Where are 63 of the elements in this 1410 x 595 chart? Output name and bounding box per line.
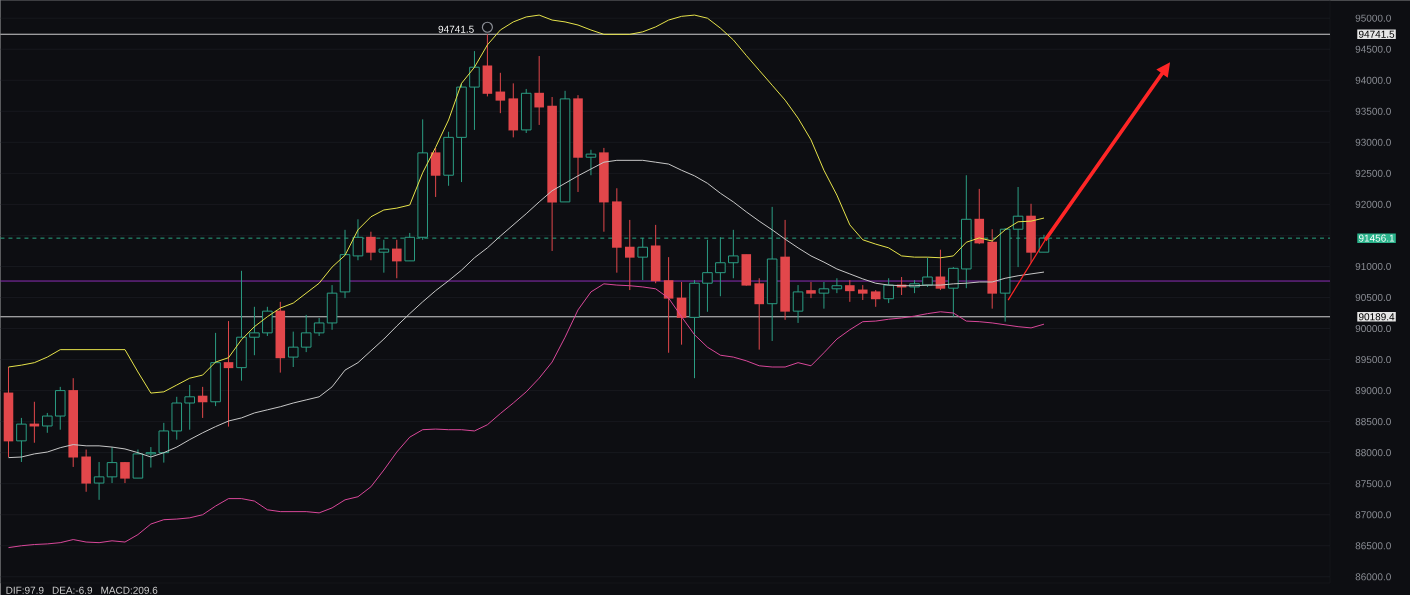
candlestick xyxy=(663,256,674,354)
y-tick-label: 94500.0 xyxy=(1355,45,1391,53)
candlestick xyxy=(392,239,402,279)
candlestick xyxy=(404,232,416,262)
candlestick xyxy=(715,236,726,297)
candlestick xyxy=(624,219,635,291)
candlestick xyxy=(585,149,597,176)
text: DEA:-6.9 xyxy=(52,586,93,594)
candlestick xyxy=(93,461,105,501)
candlestick xyxy=(287,331,299,368)
candlestick xyxy=(262,306,273,337)
candlestick xyxy=(300,314,312,353)
candlestick xyxy=(534,55,544,126)
candlestick xyxy=(223,320,234,428)
candlestick xyxy=(1012,186,1024,268)
candlestick xyxy=(42,412,53,434)
candlestick xyxy=(430,147,441,198)
ref-line-label: 94741.5 xyxy=(1358,30,1395,38)
candlestick xyxy=(831,277,843,294)
candlestick xyxy=(883,277,894,304)
candlestick xyxy=(495,72,506,114)
candlestick xyxy=(145,446,157,469)
ref-line-label: 90189.4 xyxy=(1358,313,1395,321)
y-tick-label: 88000.0 xyxy=(1355,449,1391,457)
y-tick-label: 92500.0 xyxy=(1355,169,1391,177)
y-tick-label: 94000.0 xyxy=(1355,76,1391,84)
candlestick xyxy=(352,218,364,261)
y-tick-label: 88500.0 xyxy=(1355,418,1391,426)
candlestick xyxy=(845,279,855,303)
candlestick xyxy=(728,229,739,279)
y-tick-label: 87500.0 xyxy=(1355,480,1391,488)
candlestick xyxy=(158,422,170,464)
candlestick xyxy=(16,417,27,463)
candlestick xyxy=(637,237,649,281)
text: DIF:97.9 xyxy=(6,586,44,594)
y-tick-label: 87000.0 xyxy=(1355,511,1391,519)
y-tick-label: 89500.0 xyxy=(1355,356,1391,364)
annotation: 94741.5 xyxy=(438,25,474,33)
candlestick xyxy=(948,266,959,318)
y-tick-label: 93000.0 xyxy=(1355,138,1391,146)
candlestick xyxy=(792,284,804,324)
y-tick-label: 90000.0 xyxy=(1355,324,1391,333)
ref-line-label: 91456.1 xyxy=(1358,234,1395,242)
y-tick-label: 86500.0 xyxy=(1355,542,1391,550)
y-tick-label: 90500.0 xyxy=(1355,293,1391,302)
y-tick-label: 92000.0 xyxy=(1355,200,1391,208)
candlestick xyxy=(922,257,933,288)
y-tick-label: 86000.0 xyxy=(1355,573,1391,581)
candlestick xyxy=(469,50,480,131)
candlestick xyxy=(366,231,376,261)
y-tick-label: 91000.0 xyxy=(1355,262,1391,270)
y-tick-label: 93500.0 xyxy=(1355,107,1391,115)
candlestick xyxy=(818,281,830,310)
candlestick xyxy=(106,446,118,484)
text: MACD:209.6 xyxy=(101,586,158,594)
candlestick xyxy=(249,306,260,356)
candlestick xyxy=(378,239,390,274)
candlestick xyxy=(806,281,816,299)
candlestick xyxy=(754,277,765,351)
y-tick-label: 95000.0 xyxy=(1355,14,1391,22)
candlestick xyxy=(702,239,713,313)
y-tick-label: 89000.0 xyxy=(1355,387,1391,395)
candlestick xyxy=(184,384,195,431)
